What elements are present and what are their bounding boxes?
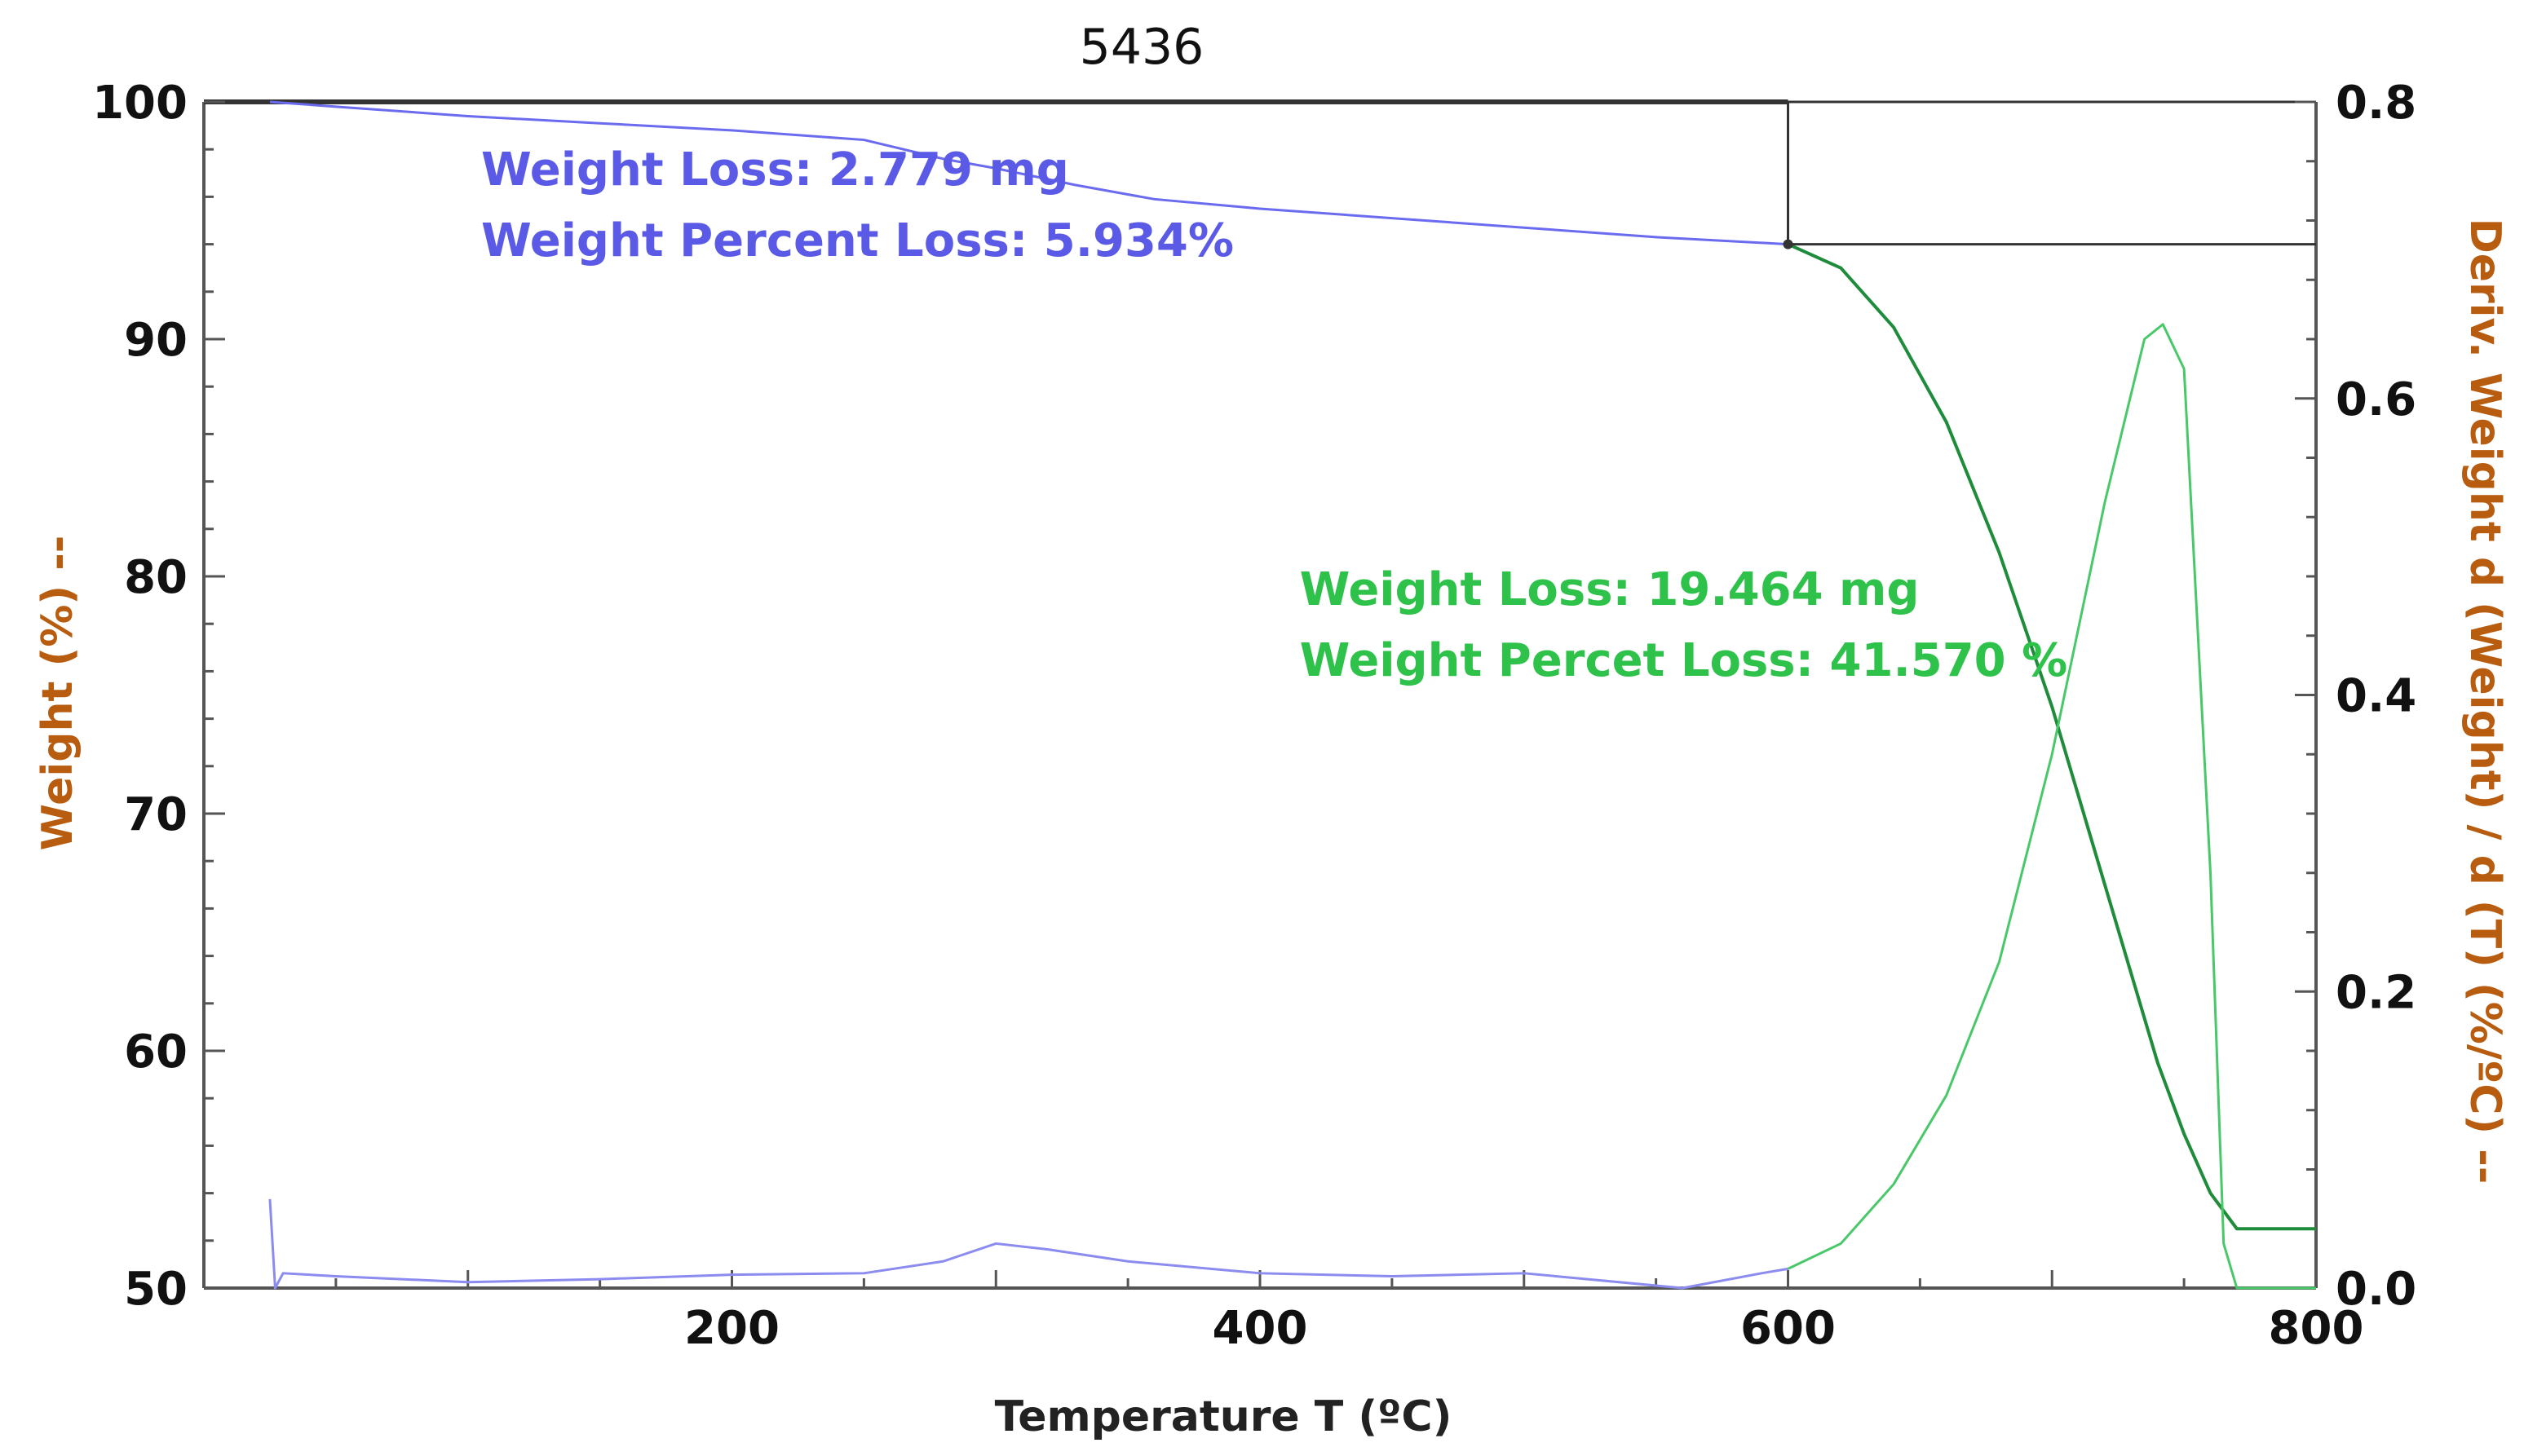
y-axis-title: Weight (%) -- <box>33 536 82 851</box>
y2-tick-label: 0.4 <box>2336 670 2416 723</box>
x-tick-label: 400 <box>1213 1302 1308 1355</box>
deriv-curve-stage1 <box>268 1198 1788 1290</box>
x-tick-label: 600 <box>1740 1302 1836 1355</box>
x-axis-title: Temperature T (ºC) <box>995 1392 1452 1441</box>
y-tick-label: 100 <box>92 77 188 130</box>
y2-axis-title: Deriv. Weight d (Weight) / d (T) (%/ºC) … <box>2460 218 2509 1185</box>
annotation-stage1-percent: Weight Percent Loss: 5.934% <box>481 214 1234 267</box>
y-tick-label: 90 <box>124 314 188 367</box>
y2-tick-label: 0.6 <box>2336 373 2416 426</box>
weight-curve-stage1 <box>269 100 1788 246</box>
y-tick-label: 50 <box>124 1263 188 1316</box>
weight-curve-stage2 <box>1787 242 2316 1231</box>
annotation-stage2-percent: Weight Percet Loss: 41.570 % <box>1300 634 2068 687</box>
ticks-group: 200 400 600 800 50 60 70 80 90 100 0.0 0.2 0.4 0.6 0.8 <box>92 77 2416 1355</box>
annotation-stage1-loss: Weight Loss: 2.779 mg <box>481 143 1069 196</box>
x-tick-label: 800 <box>2269 1302 2364 1355</box>
deriv-curve-stage2 <box>1787 323 2316 1290</box>
y-tick-label: 80 <box>124 551 188 604</box>
annotations-group: Weight Loss: 2.779 mg Weight Percent Loss… <box>481 143 2067 687</box>
y-tick-label: 70 <box>124 788 188 841</box>
x-tick-label: 200 <box>684 1302 780 1355</box>
axes-group <box>202 99 2318 1290</box>
y-tick-label: 60 <box>124 1026 188 1079</box>
annotation-stage2-loss: Weight Loss: 19.464 mg <box>1300 563 1920 616</box>
markers-group <box>1783 102 2316 249</box>
y2-tick-label: 0.0 <box>2336 1263 2416 1316</box>
step-marker-dot <box>1783 239 1793 249</box>
series-group <box>268 100 2316 1290</box>
y2-tick-label: 0.8 <box>2336 77 2416 130</box>
chart-title: 5436 <box>1080 19 1205 76</box>
y2-tick-label: 0.2 <box>2336 966 2416 1019</box>
